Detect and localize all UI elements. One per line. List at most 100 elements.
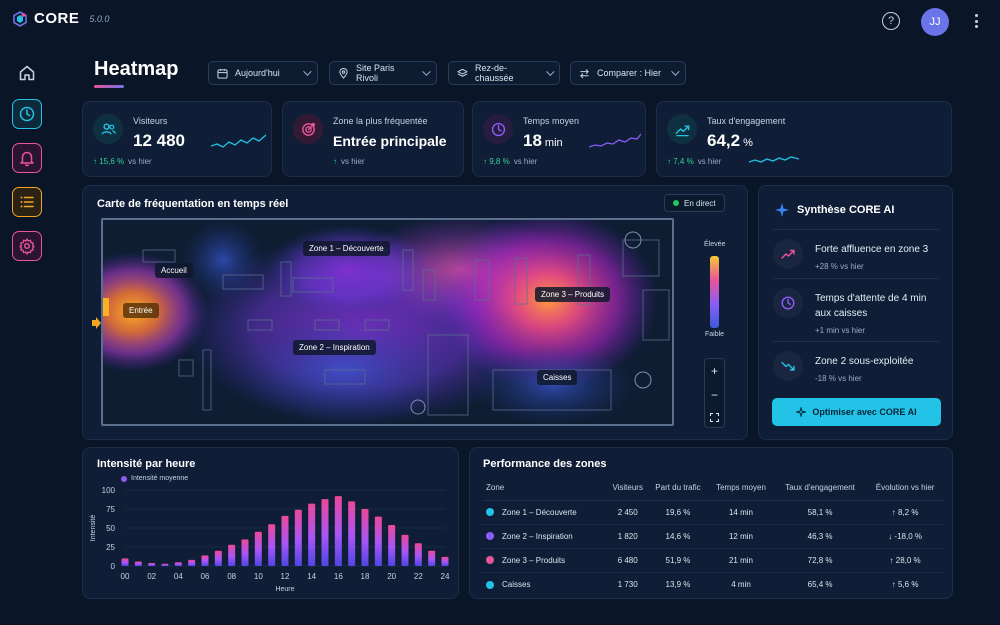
x-tick-label: 10: [254, 572, 263, 581]
kpi-delta: ↑ 7,4 % vs hier: [667, 157, 722, 166]
sidebar-item-list[interactable]: [12, 187, 42, 217]
kpi-card-engagement[interactable]: Taux d'engagement 64,2% ↑ 7,4 % vs hier: [656, 101, 952, 177]
sparkline: [589, 133, 641, 148]
evolution-cell: ↓ -18,0 %: [866, 524, 944, 549]
column-header[interactable]: Visiteurs: [607, 476, 648, 501]
x-tick-label: 00: [121, 572, 130, 581]
kpi-card-top-zone[interactable]: Zone la plus fréquentée Entrée principal…: [282, 101, 464, 177]
kpi-value: Entrée principale: [333, 133, 447, 149]
zone-label-checkout[interactable]: Caisses: [537, 370, 578, 385]
users-icon: [93, 114, 123, 144]
zoom-in-button[interactable]: +: [710, 364, 718, 379]
clock-icon: [483, 114, 513, 144]
visitors-cell: 1 730: [617, 579, 638, 589]
x-tick-label: 24: [441, 572, 450, 581]
ai-title: Synthèse CORE AI: [797, 204, 895, 216]
zone-label-zone2[interactable]: Zone 2 – Inspiration: [293, 340, 376, 355]
kpi-delta: ↑ 9,8 % vs hier: [483, 157, 538, 166]
bar: [121, 558, 129, 566]
chart-title: Intensité par heure: [97, 458, 196, 470]
zone-cell: Zone 3 – Produits: [482, 548, 608, 573]
column-header[interactable]: Évolution vs hier: [866, 476, 944, 501]
time-cell: 12 min: [708, 524, 774, 549]
kpi-value: 18 min: [523, 131, 563, 150]
table-row[interactable]: Zone 1 – Découverte 2 450 19,6 % 14 min …: [482, 500, 944, 525]
chevron-down-icon: [303, 67, 312, 76]
bar: [254, 531, 262, 566]
ai-summary-card: Synthèse CORE AI Forte affluence en zone…: [758, 185, 953, 440]
bar: [348, 501, 356, 566]
date-filter[interactable]: Aujourd'hui: [208, 61, 318, 85]
sidebar-item-home[interactable]: [12, 58, 42, 88]
sidebar-item-heatmap[interactable]: [12, 99, 42, 129]
trend-down-icon: [773, 351, 803, 381]
y-tick-label: 75: [106, 505, 115, 514]
help-icon[interactable]: ?: [882, 12, 900, 30]
bar: [241, 539, 249, 566]
kpi-value: 12 480: [133, 131, 185, 150]
column-header[interactable]: Zone: [482, 476, 608, 501]
floor-plan[interactable]: Entrée Accueil Zone 1 – Découverte Zone …: [101, 218, 674, 426]
floor-filter[interactable]: Rez-de-chaussée: [448, 61, 560, 85]
list-icon: [20, 196, 34, 208]
clock-icon: [773, 288, 803, 318]
zone-label-entrance[interactable]: Entrée: [123, 303, 159, 318]
zone-label-zone1[interactable]: Zone 1 – Découverte: [303, 241, 390, 256]
kpi-card-avg-time[interactable]: Temps moyen 18 min ↑ 9,8 % vs hier: [472, 101, 646, 177]
table-row[interactable]: Zone 2 – Inspiration 1 820 14,6 % 12 min…: [482, 524, 944, 549]
zone-label-reception[interactable]: Accueil: [155, 263, 193, 278]
zone-color-dot: [486, 508, 494, 517]
live-badge[interactable]: En direct: [664, 194, 725, 212]
zone-color-dot: [486, 556, 494, 565]
bar: [374, 516, 382, 566]
optimize-button[interactable]: Optimiser avec CORE AI: [772, 398, 941, 426]
site-filter[interactable]: Site Paris Rivoli: [329, 61, 437, 85]
page-title: Heatmap: [94, 58, 179, 80]
more-options-icon[interactable]: [972, 12, 980, 30]
x-tick-label: 02: [147, 572, 156, 581]
sparkle-icon: [796, 407, 807, 417]
divider: [773, 278, 939, 279]
sidebar-item-alerts[interactable]: [12, 143, 42, 173]
live-dot-icon: [673, 200, 679, 206]
kpi-card-visitors[interactable]: Visiteurs 12 480 ↑ 15,6 % vs hier: [82, 101, 272, 177]
kpi-label: Visiteurs: [133, 116, 168, 126]
kpi-delta: ↑ 15,6 % vs hier: [93, 157, 152, 166]
zone-label-zone3[interactable]: Zone 3 – Produits: [535, 287, 611, 302]
legend-dot-icon: [121, 475, 127, 482]
zoom-out-button[interactable]: −: [710, 388, 718, 403]
table-row[interactable]: Caisses 1 730 13,9 % 4 min 65,4 % ↑ 5,6 …: [482, 572, 944, 596]
date-filter-label: Aujourd'hui: [235, 68, 280, 78]
share-cell: 19,6 %: [647, 500, 709, 525]
bar: [228, 544, 236, 566]
evolution-cell: ↑ 8,2 %: [866, 500, 944, 525]
compare-filter[interactable]: Comparer : Hier: [570, 61, 686, 85]
ai-insight-text: Forte affluence en zone 3: [815, 244, 929, 255]
sidebar-item-settings[interactable]: [12, 231, 42, 261]
bell-icon: [20, 151, 34, 167]
performance-table: Zone Visiteurs Part du trafic Temps moye…: [482, 476, 944, 596]
location-pin-icon: [339, 67, 348, 79]
chevron-down-icon: [545, 67, 554, 76]
legend-low-label: Faible: [705, 331, 725, 338]
swap-icon: [580, 68, 589, 78]
bar: [441, 556, 449, 566]
zoom-controls: + −: [704, 358, 725, 428]
evolution-cell: ↑ 28,0 %: [866, 548, 944, 573]
column-header[interactable]: Part du trafic: [647, 476, 709, 501]
column-header[interactable]: Taux d'engagement: [773, 476, 867, 501]
visitors-cell: 2 450: [607, 500, 648, 525]
fullscreen-icon[interactable]: [710, 412, 719, 422]
table-row[interactable]: Zone 3 – Produits 6 480 51,9 % 21 min 72…: [482, 548, 944, 573]
share-cell: 14,6 %: [647, 524, 709, 549]
avatar[interactable]: JJ: [921, 8, 949, 36]
y-tick-label: 100: [102, 486, 116, 495]
bar: [268, 524, 276, 566]
app-logo[interactable]: CORE 5.0.0: [12, 10, 109, 27]
hourly-bar-chart[interactable]: 0 25 50 75 100 00 02 04 06 08 10 12 14 16 18 20 22 24 Heur…: [83, 448, 460, 600]
y-tick-label: 25: [106, 543, 115, 552]
bar: [321, 499, 329, 566]
column-header[interactable]: Temps moyen: [708, 476, 774, 501]
bar: [148, 562, 156, 566]
